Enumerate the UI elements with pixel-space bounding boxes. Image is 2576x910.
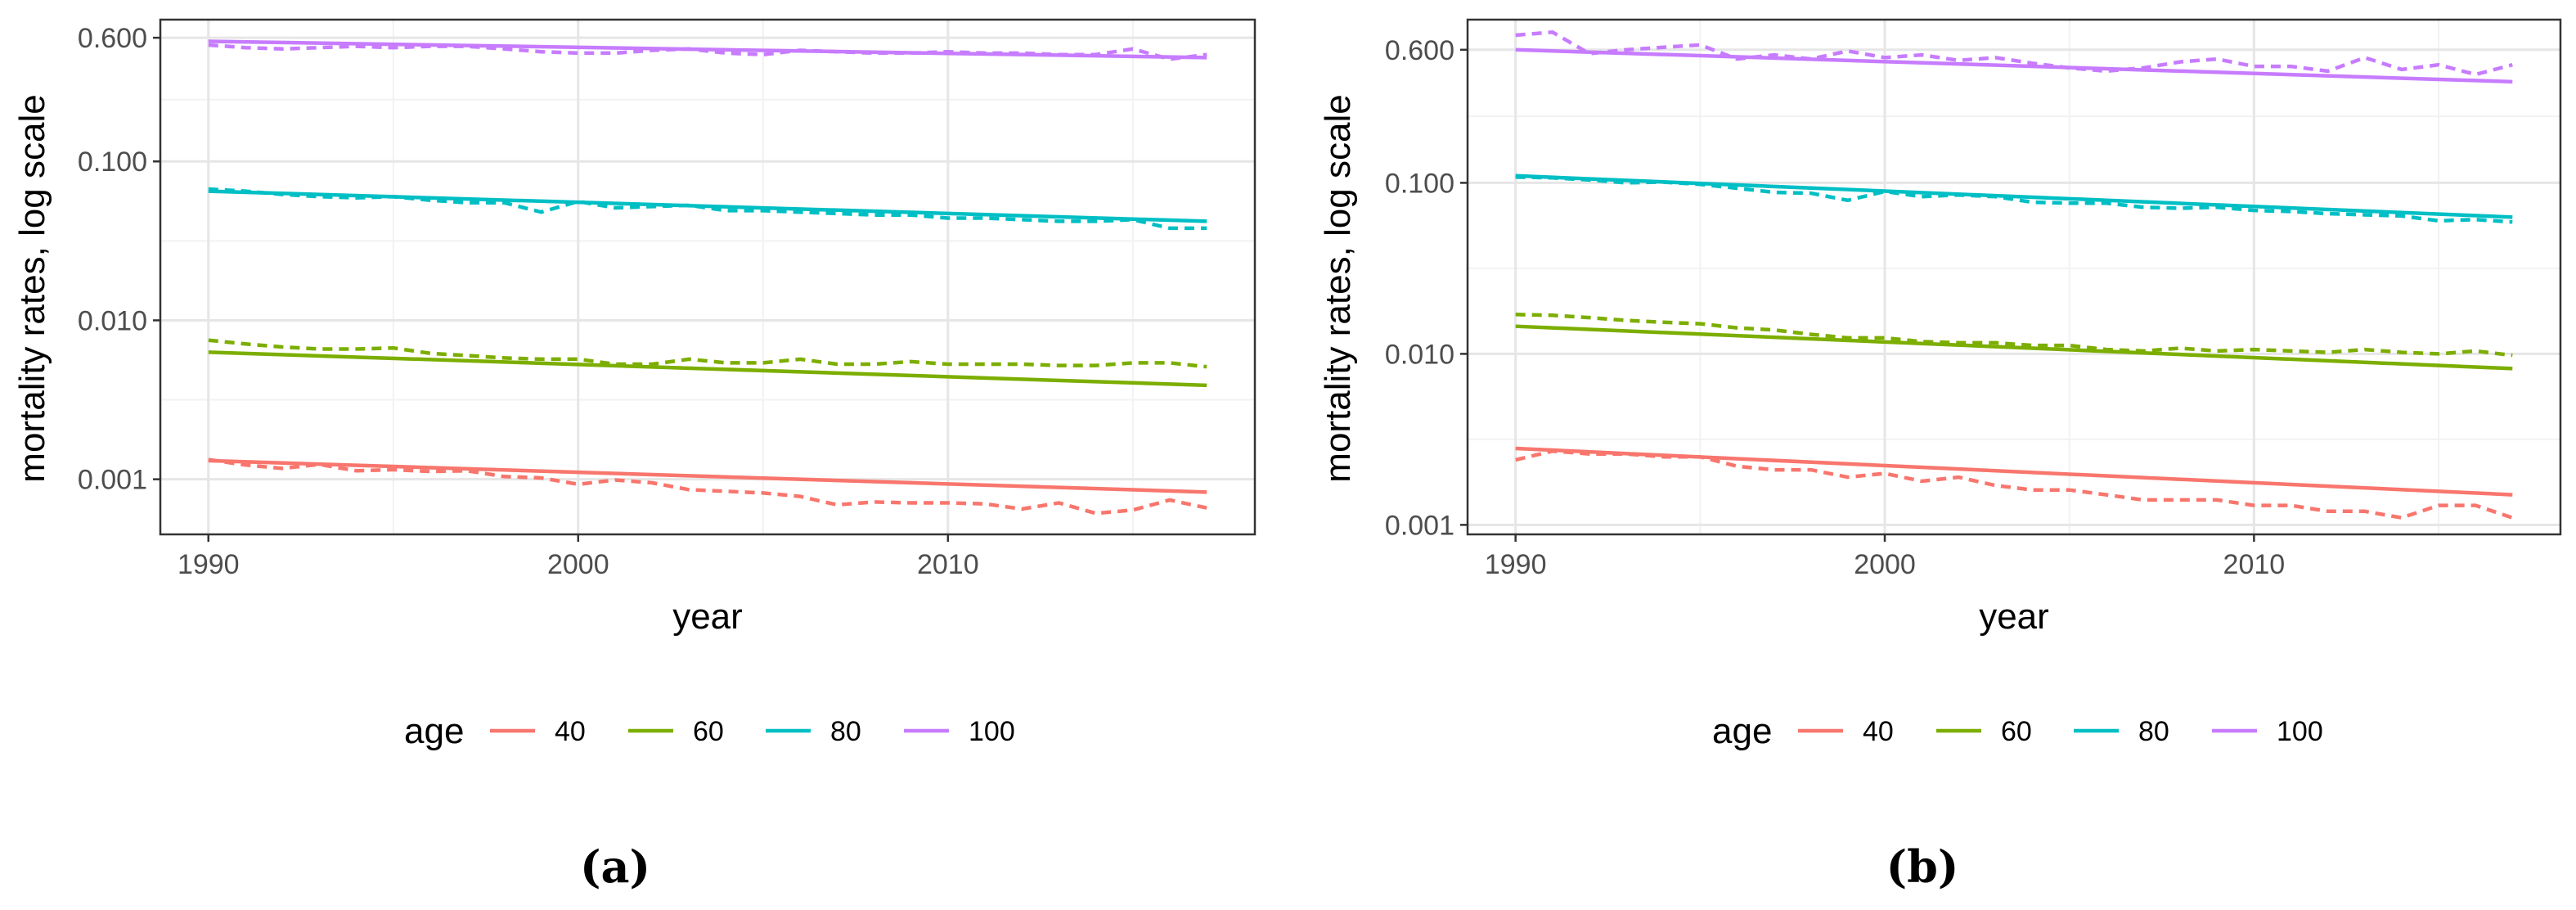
panel-label: (b): [1886, 840, 1959, 893]
panel-label: (a): [580, 840, 650, 893]
x-tick-label: 1990: [1485, 549, 1547, 580]
legend-label-age-60: 60: [693, 716, 724, 747]
observed-line-age-100: [1515, 29, 2513, 77]
plot-border: [1466, 18, 2562, 536]
x-axis-title: year: [1979, 597, 2049, 637]
y-tick-label: 0.001: [78, 465, 147, 496]
legend-label-age-100: 100: [2277, 716, 2323, 747]
legend-label-age-100: 100: [969, 716, 1015, 747]
fitted-line-age-100: [1515, 47, 2513, 84]
fitted-line-age-40: [208, 458, 1207, 494]
fitted-line-age-80: [208, 189, 1207, 223]
fitted-line-age-60: [1515, 324, 2513, 371]
observed-line-age-40: [208, 457, 1207, 516]
legend-label-age-40: 40: [1863, 716, 1894, 747]
plot-border: [159, 18, 1257, 536]
legend-label-age-80: 80: [2138, 716, 2169, 747]
observed-line-age-60: [1515, 313, 2513, 358]
observed-line-age-80: [208, 187, 1207, 231]
observed-line-age-40: [1515, 448, 2514, 520]
x-tick-label: 2000: [547, 549, 609, 580]
legend-label-age-80: 80: [830, 716, 861, 747]
legend-label-age-60: 60: [2001, 716, 2032, 747]
x-tick-label: 2000: [1854, 549, 1916, 580]
y-tick-label: 0.010: [1385, 339, 1454, 370]
y-tick-label: 0.100: [1385, 168, 1454, 199]
observed-line-age-80: [1515, 175, 2513, 224]
y-tick-label: 0.600: [78, 23, 147, 54]
chart-panel-1: 1990 2000 2010 0.001 0.010 0.100 0.600 year mort…: [12, 18, 1257, 893]
y-tick-label: 0.600: [1385, 35, 1454, 66]
fitted-line-age-60: [208, 350, 1207, 388]
y-axis-title: mortality rates, log scale: [1318, 94, 1358, 482]
y-tick-label: 0.001: [1385, 510, 1454, 541]
chart-panel-2: 1990 2000 2010 0.001 0.010 0.100 0.600 year mort…: [1318, 18, 2562, 893]
legend-label-age-40: 40: [555, 716, 586, 747]
y-axis-title: mortality rates, log scale: [12, 94, 52, 482]
x-tick-label: 2010: [2223, 549, 2286, 580]
legend-title: age: [404, 711, 464, 751]
legend: age 40 60 80 100: [404, 711, 1015, 751]
legend: age 40 60 80 100: [1712, 711, 2323, 751]
y-tick-label: 0.010: [78, 305, 147, 336]
legend-title: age: [1712, 711, 1772, 751]
observed-line-age-100: [208, 43, 1207, 61]
x-axis-title: year: [672, 597, 743, 637]
x-tick-label: 2010: [917, 549, 979, 580]
observed-line-age-60: [208, 338, 1207, 369]
x-tick-label: 1990: [178, 549, 240, 580]
y-tick-label: 0.100: [78, 146, 147, 178]
